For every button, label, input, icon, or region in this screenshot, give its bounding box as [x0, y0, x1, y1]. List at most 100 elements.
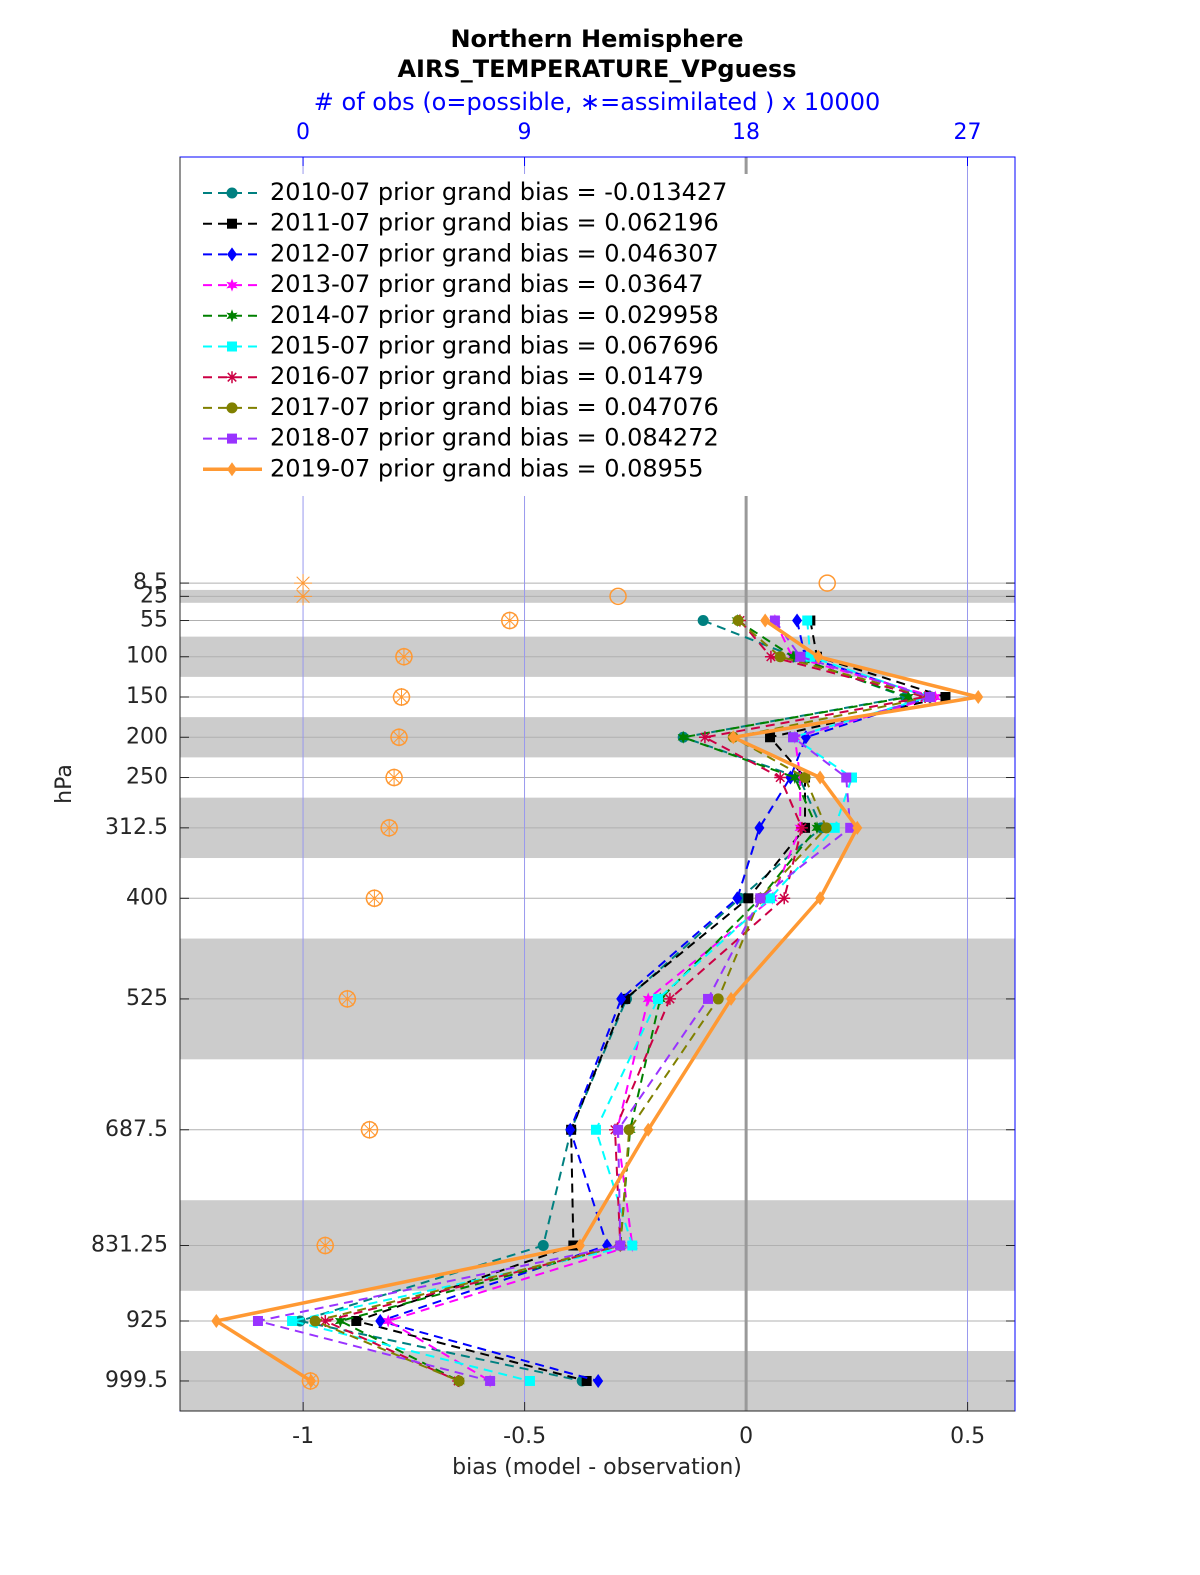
marker	[852, 820, 863, 835]
marker	[755, 893, 766, 904]
marker	[575, 1238, 586, 1253]
series	[375, 613, 935, 1388]
marker	[616, 991, 627, 1006]
marker	[375, 1313, 386, 1328]
marker	[902, 690, 914, 704]
marker	[815, 770, 826, 785]
y-tick-label: 150	[126, 684, 168, 709]
marker	[805, 651, 816, 662]
marker	[524, 1375, 535, 1386]
marker	[743, 893, 754, 904]
y-axis-label: hPa	[52, 764, 77, 804]
marker	[774, 771, 787, 784]
legend-label: 2014-07 prior grand bias = 0.029958	[270, 301, 719, 329]
marker	[764, 650, 777, 663]
marker	[627, 1240, 638, 1251]
marker	[940, 692, 951, 703]
series-line	[322, 619, 926, 1382]
marker	[309, 1315, 321, 1327]
marker	[820, 822, 832, 834]
marker	[845, 822, 856, 833]
marker	[453, 1375, 465, 1387]
legend: 2010-07 prior grand bias = -0.013427 2011…	[193, 174, 748, 496]
marker	[227, 341, 237, 352]
y-tick-label: 400	[126, 885, 168, 910]
obs-assimilated	[294, 587, 313, 606]
marker	[754, 820, 765, 835]
obs-possible	[818, 574, 836, 592]
legend-label: 2012-07 prior grand bias = 0.046307	[270, 239, 719, 267]
top-tick-label: 9	[518, 120, 532, 145]
marker	[663, 992, 676, 1005]
obs-assimilated	[392, 688, 411, 707]
marker	[581, 1375, 592, 1386]
marker	[252, 1315, 263, 1326]
marker	[795, 651, 806, 662]
marker	[226, 187, 238, 199]
chart-title: Northern Hemisphere	[450, 25, 743, 53]
marker	[382, 1314, 394, 1328]
y-tick-label: 831.25	[91, 1233, 168, 1258]
marker	[765, 732, 776, 743]
legend-label: 2015-07 prior grand bias = 0.067696	[270, 332, 719, 360]
legend-label: 2013-07 prior grand bias = 0.03647	[270, 270, 703, 298]
marker	[829, 822, 840, 833]
y-tick-label: 925	[126, 1308, 168, 1333]
obs-assimilated	[390, 728, 409, 747]
obs-assimilated	[338, 989, 357, 1008]
obs-assimilated	[385, 768, 404, 787]
marker	[226, 278, 238, 292]
marker	[485, 1375, 496, 1386]
marker	[973, 690, 984, 705]
y-tick-label: 100	[126, 644, 168, 669]
marker	[319, 1314, 332, 1327]
y-tick-label: 525	[126, 986, 168, 1011]
obs-assimilated	[360, 1120, 379, 1139]
obs-assimilated	[294, 574, 313, 593]
top-tick-label: 0	[296, 120, 310, 145]
x-tick-label: -0.5	[503, 1424, 546, 1449]
marker	[615, 1240, 626, 1251]
obs-assimilated	[365, 889, 384, 908]
marker	[802, 615, 813, 626]
y-tick-label: 200	[126, 724, 168, 749]
marker	[677, 730, 689, 744]
obs-assimilated	[394, 647, 413, 666]
marker	[778, 892, 791, 905]
x-tick-label: 0	[739, 1424, 753, 1449]
marker	[613, 1124, 624, 1135]
legend-label: 2019-07 prior grand bias = 0.08955	[270, 454, 703, 482]
marker	[565, 1122, 576, 1137]
marker	[728, 730, 739, 745]
chart-title: AIRS_TEMPERATURE_VPguess	[397, 55, 796, 83]
series	[211, 613, 984, 1388]
marker	[846, 772, 857, 783]
marker	[795, 821, 808, 834]
marker	[765, 893, 776, 904]
marker	[334, 1314, 346, 1328]
series-line	[257, 619, 934, 1382]
marker	[642, 992, 654, 1006]
marker	[924, 692, 935, 703]
marker	[652, 993, 663, 1004]
marker	[732, 615, 744, 627]
y-tick-label: 999.5	[105, 1368, 168, 1393]
marker	[813, 649, 824, 664]
marker	[787, 650, 799, 664]
marker	[226, 371, 238, 384]
y-tick-label: 25	[140, 583, 168, 608]
y-tick-label: 250	[126, 765, 168, 790]
x-tick-label: 0.5	[950, 1424, 985, 1449]
marker	[789, 771, 801, 784]
marker	[815, 891, 826, 906]
top-tick-label: 18	[732, 120, 760, 145]
marker	[760, 613, 771, 628]
marker	[698, 731, 711, 744]
legend-label: 2011-07 prior grand bias = 0.062196	[270, 209, 719, 237]
marker	[703, 993, 714, 1004]
obs-assimilated	[380, 818, 399, 837]
marker	[792, 613, 803, 628]
y-tick-label: 312.5	[105, 815, 168, 840]
marker	[537, 1240, 549, 1252]
